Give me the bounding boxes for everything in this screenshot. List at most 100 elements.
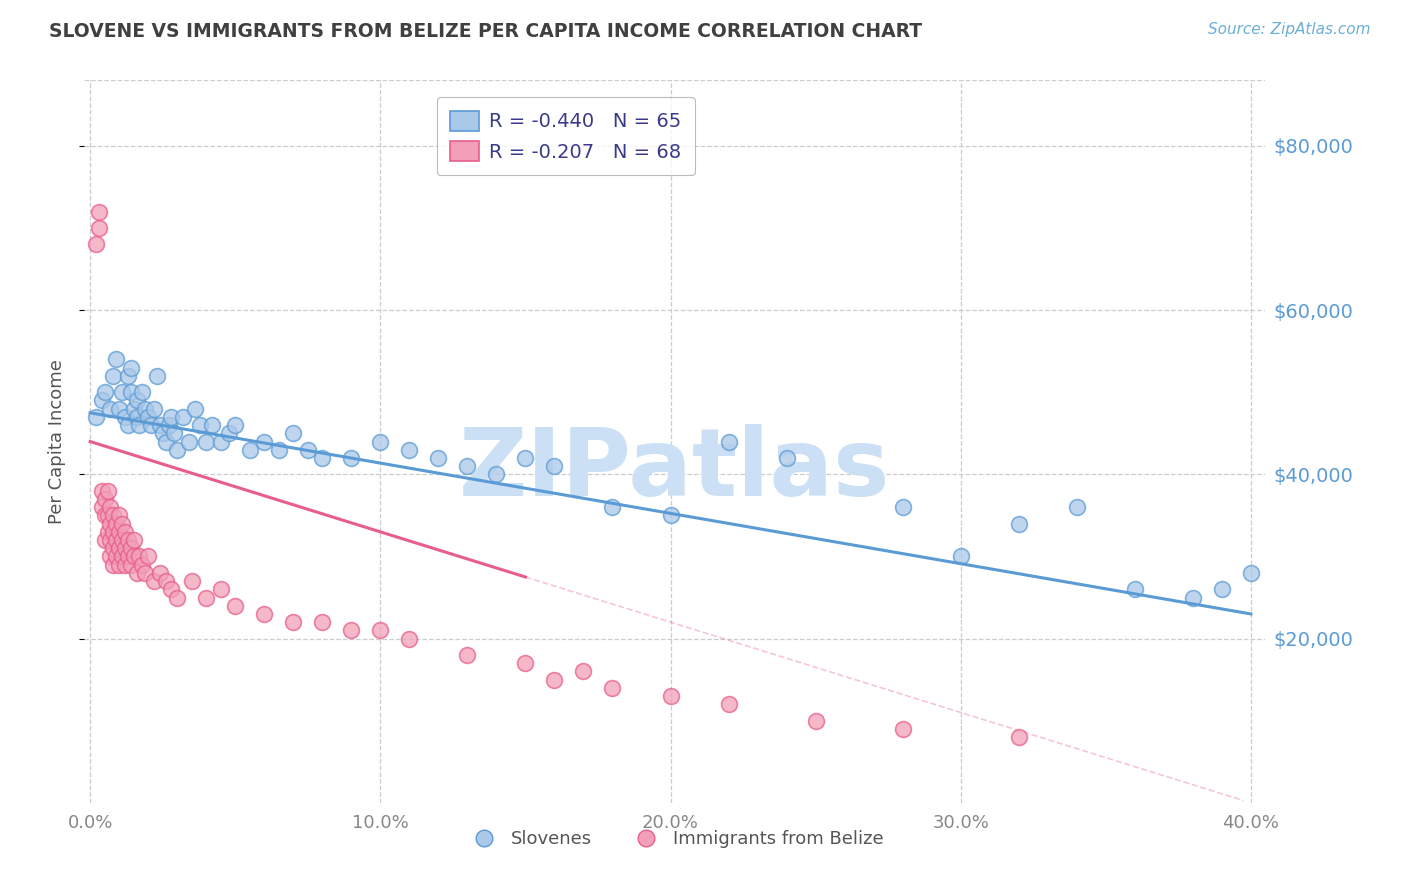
Point [122,533,145,547]
Point [117,368,139,383]
Point [100,401,122,416]
Point [180,574,202,588]
Point [97,483,120,498]
Point [122,401,145,416]
Point [659,508,682,523]
Point [84,409,107,424]
Point [543,673,565,687]
Point [103,368,125,383]
Point [100,533,122,547]
Point [90,483,112,498]
Point [659,689,682,703]
Point [456,648,478,662]
Point [218,426,240,441]
Point [485,467,508,482]
Point [543,459,565,474]
Point [149,418,172,433]
Point [84,237,107,252]
Point [105,516,128,531]
Point [120,541,142,556]
Point [114,541,136,556]
Point [804,714,827,728]
Point [108,508,131,523]
Point [775,450,797,465]
Point [157,418,180,433]
Point [340,624,363,638]
Point [114,558,136,572]
Point [120,385,142,400]
Point [117,418,139,433]
Text: Source: ZipAtlas.com: Source: ZipAtlas.com [1208,22,1371,37]
Point [515,657,537,671]
Point [717,434,740,449]
Point [224,418,246,433]
Point [139,418,162,433]
Point [183,401,205,416]
Point [283,615,305,630]
Point [1181,591,1204,605]
Point [131,558,153,572]
Text: ZIPatlas: ZIPatlas [460,425,890,516]
Point [120,360,142,375]
Point [717,698,740,712]
Point [163,426,186,441]
Point [108,524,131,539]
Point [398,442,420,457]
Point [253,607,276,621]
Point [90,500,112,515]
Point [172,409,194,424]
Point [108,541,131,556]
Point [136,409,159,424]
Point [949,549,972,564]
Point [398,632,420,646]
Point [97,524,120,539]
Point [515,450,537,465]
Point [117,549,139,564]
Point [195,591,218,605]
Point [93,533,115,547]
Y-axis label: Per Capita Income: Per Capita Income [48,359,66,524]
Point [125,566,148,580]
Point [120,558,142,572]
Point [572,665,595,679]
Point [602,681,624,695]
Point [340,450,363,465]
Point [253,434,276,449]
Point [134,401,156,416]
Point [166,442,188,457]
Point [1008,516,1031,531]
Point [297,442,319,457]
Point [105,533,128,547]
Point [103,558,125,572]
Point [160,582,183,597]
Point [155,434,177,449]
Point [93,385,115,400]
Point [134,566,156,580]
Point [146,368,169,383]
Point [111,549,134,564]
Point [103,524,125,539]
Point [114,409,136,424]
Point [125,393,148,408]
Point [143,401,166,416]
Point [108,558,131,572]
Point [93,508,115,523]
Point [267,442,290,457]
Point [224,599,246,613]
Point [891,500,914,515]
Point [117,533,139,547]
Point [1008,730,1031,744]
Point [100,500,122,515]
Point [87,204,110,219]
Point [103,508,125,523]
Text: SLOVENE VS IMMIGRANTS FROM BELIZE PER CAPITA INCOME CORRELATION CHART: SLOVENE VS IMMIGRANTS FROM BELIZE PER CA… [49,22,922,41]
Point [1066,500,1088,515]
Point [283,426,305,441]
Point [149,566,172,580]
Point [105,352,128,367]
Point [891,722,914,736]
Point [1123,582,1146,597]
Point [1211,582,1233,597]
Point [160,409,183,424]
Point [177,434,200,449]
